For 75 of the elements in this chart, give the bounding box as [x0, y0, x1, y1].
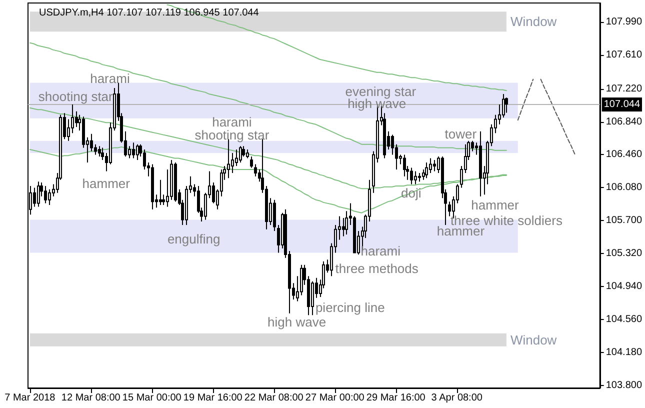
annotation: hammer: [82, 176, 131, 191]
candlestick: [254, 164, 257, 177]
candlestick: [37, 181, 40, 208]
candlestick: [101, 147, 104, 160]
annotation: harami: [212, 114, 252, 130]
y-tick-label: 106.080: [606, 182, 642, 194]
candlestick: [403, 154, 406, 177]
annotation: high wave: [267, 314, 326, 330]
candlestick: [502, 94, 505, 118]
candlestick: [410, 167, 413, 185]
candlestick: [132, 142, 135, 159]
candlestick: [159, 179, 162, 206]
candlestick: [311, 280, 314, 316]
candlestick: [505, 97, 508, 114]
x-tick-label: 7 Mar 2018: [4, 392, 56, 404]
candlestick: [425, 162, 428, 179]
candlestick: [345, 210, 348, 236]
x-tick-label: 22 Mar 08:00: [244, 392, 304, 404]
y-tick-label: 104.940: [606, 281, 642, 292]
candlestick: [250, 156, 253, 168]
candlestick: [448, 201, 451, 217]
candlestick: [67, 118, 70, 142]
y-tick-label: 104.560: [606, 314, 642, 325]
annotation: piercing line: [315, 300, 385, 315]
candlestick: [90, 133, 93, 152]
candlestick: [44, 185, 47, 204]
candlestick: [94, 144, 97, 156]
x-tick-label: 15 Mar 00:00: [122, 392, 182, 404]
x-tick-label: 19 Mar 16:00: [183, 392, 243, 404]
candlestick: [231, 152, 234, 174]
x-tick-label: 27 Mar 00:00: [305, 392, 365, 404]
candlestick: [433, 159, 436, 172]
y-tick-label: 106.840: [606, 116, 642, 128]
y-tick-label: 105.320: [606, 248, 642, 260]
y-tick-label: 107.610: [606, 50, 642, 61]
annotation: shooting star: [38, 89, 114, 104]
candlestick: [235, 149, 238, 167]
candlestick: [48, 188, 51, 206]
x-tick-label: 12 Mar 08:00: [61, 392, 121, 404]
candlestick: [273, 199, 276, 232]
annotation: three methods: [335, 260, 419, 276]
candlestick: [342, 218, 345, 237]
annotation: shooting star: [194, 127, 270, 142]
candlestick: [414, 170, 417, 185]
candlestick: [136, 144, 139, 160]
candlestick: [300, 264, 303, 296]
ref-line-label: 107.044: [604, 98, 640, 110]
annotation: engulfing: [167, 231, 220, 246]
y-tick-label: 103.800: [606, 380, 642, 391]
chart-title: USDJPY.m,H4 107.107 107.119 106.945 107.044: [39, 8, 260, 18]
band-label: Window: [510, 332, 558, 348]
annotation: harami: [90, 70, 130, 86]
candlestick: [75, 110, 78, 128]
x-tick-label: 29 Mar 16:00: [366, 392, 426, 404]
candlestick: [162, 194, 165, 206]
y-tick-label: 104.180: [606, 346, 642, 358]
candlestick: [242, 146, 245, 157]
y-tick-label: 105.700: [606, 215, 642, 226]
candlestick: [429, 158, 432, 174]
band-label: Window: [510, 14, 558, 30]
candlestick: [239, 146, 242, 164]
y-tick-label: 107.990: [606, 16, 642, 28]
annotation: tower: [444, 126, 478, 142]
candlestick: [33, 187, 36, 208]
annotation: harami: [360, 243, 401, 258]
y-tick-label: 106.460: [606, 149, 642, 160]
candlestick: [212, 182, 215, 204]
annotation: hammer: [471, 198, 520, 213]
candlestick: [98, 146, 101, 157]
x-tick-label: 3 Apr 08:00: [431, 392, 483, 404]
annotation: evening star: [345, 84, 417, 99]
candlestick: [391, 134, 394, 156]
candlestick: [143, 149, 146, 170]
y-tick-label: 107.220: [606, 83, 642, 94]
candlestick: [71, 104, 74, 134]
